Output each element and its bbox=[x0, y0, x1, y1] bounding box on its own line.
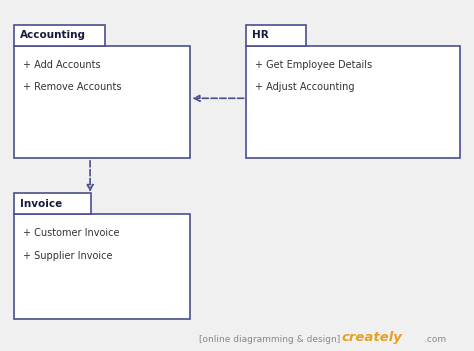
Text: Accounting: Accounting bbox=[20, 30, 86, 40]
Bar bbox=[246, 25, 306, 46]
Text: + Get Employee Details: + Get Employee Details bbox=[255, 60, 372, 69]
Text: creately: creately bbox=[341, 331, 402, 344]
Text: HR: HR bbox=[252, 30, 269, 40]
Text: + Supplier Invoice: + Supplier Invoice bbox=[23, 251, 112, 261]
Text: + Add Accounts: + Add Accounts bbox=[23, 60, 100, 69]
Text: + Adjust Accounting: + Adjust Accounting bbox=[255, 82, 355, 92]
Text: + Remove Accounts: + Remove Accounts bbox=[23, 82, 121, 92]
Text: [online diagramming & design]: [online diagramming & design] bbox=[199, 335, 340, 344]
Bar bbox=[14, 214, 190, 319]
Bar bbox=[246, 46, 460, 158]
Bar bbox=[14, 46, 190, 158]
Text: + Customer Invoice: + Customer Invoice bbox=[23, 228, 119, 238]
Bar bbox=[14, 193, 91, 214]
Text: .com: .com bbox=[424, 335, 447, 344]
Text: Invoice: Invoice bbox=[20, 199, 62, 208]
Bar bbox=[14, 25, 105, 46]
